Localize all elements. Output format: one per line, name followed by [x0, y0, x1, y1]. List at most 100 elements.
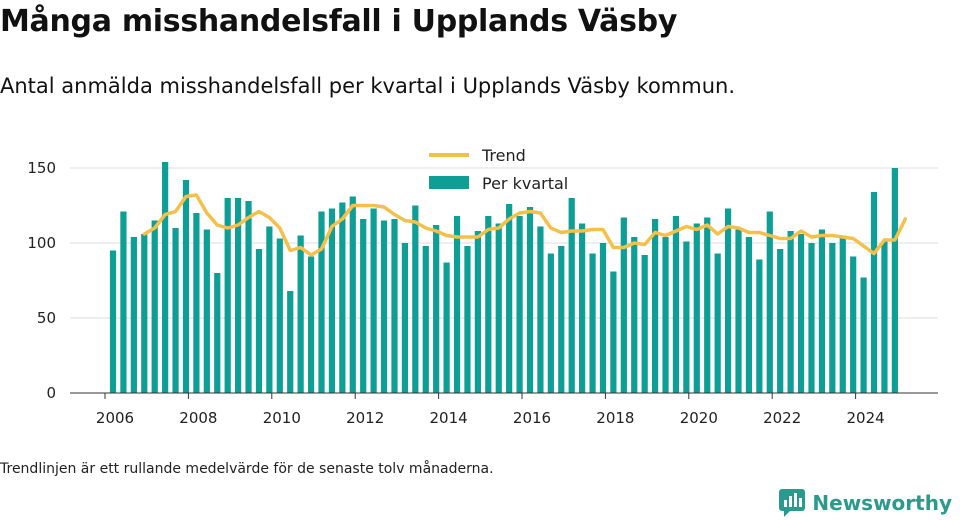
- bar: [182, 180, 190, 393]
- bar: [693, 223, 700, 393]
- bar: [829, 243, 836, 393]
- y-tick-label: 100: [27, 234, 56, 252]
- y-tick-label: 150: [27, 159, 56, 177]
- bar: [662, 237, 669, 393]
- bar: [891, 168, 898, 393]
- bar: [443, 262, 450, 393]
- bar: [214, 273, 221, 393]
- bar: [704, 217, 711, 393]
- legend-trend-label: Trend: [481, 146, 526, 165]
- bar: [391, 219, 398, 393]
- bar: [516, 216, 523, 393]
- bar: [193, 213, 200, 393]
- bar: [537, 226, 544, 393]
- bar: [506, 204, 513, 393]
- bar: [141, 234, 148, 393]
- bar: [203, 229, 210, 393]
- x-tick-label: 2024: [847, 409, 885, 427]
- x-tick-label: 2010: [263, 409, 301, 427]
- bar: [735, 229, 742, 393]
- x-tick-label: 2012: [346, 409, 384, 427]
- bar: [130, 237, 137, 393]
- bar: [672, 216, 680, 393]
- y-tick-label: 0: [46, 384, 56, 402]
- bar: [745, 237, 753, 393]
- bar: [151, 220, 158, 393]
- bar: [766, 211, 773, 393]
- bar: [224, 198, 231, 393]
- bar: [641, 255, 648, 393]
- bar: [610, 271, 617, 393]
- bar: [558, 246, 565, 393]
- trend-line: [142, 193, 908, 257]
- bar: [818, 229, 825, 393]
- bar: [287, 291, 294, 393]
- bar: [808, 243, 815, 393]
- bar: [276, 238, 283, 393]
- bar: [360, 219, 367, 393]
- bar: [495, 223, 502, 393]
- x-tick-label: 2016: [513, 409, 551, 427]
- x-tick-label: 2022: [763, 409, 801, 427]
- bar: [839, 235, 846, 393]
- bar: [339, 202, 346, 393]
- x-tick-label: 2020: [680, 409, 718, 427]
- bar: [307, 256, 315, 393]
- legend: Trend Per kvartal: [429, 146, 568, 193]
- bar: [401, 243, 408, 393]
- bar: [266, 226, 273, 393]
- bar: [328, 208, 336, 393]
- bar: [422, 246, 429, 393]
- bar: [870, 192, 878, 393]
- bar: [589, 253, 596, 393]
- bar: [579, 223, 586, 393]
- bar: [599, 243, 607, 393]
- bar: [349, 196, 356, 393]
- x-tick-label: 2008: [179, 409, 217, 427]
- bar: [412, 205, 419, 393]
- legend-bar-swatch: [429, 176, 469, 189]
- bar: [162, 162, 169, 393]
- bar: [568, 198, 575, 393]
- bar-series: [109, 162, 898, 393]
- x-tick-label: 2014: [430, 409, 468, 427]
- legend-bar-label: Per kvartal: [482, 174, 568, 193]
- bar: [464, 246, 471, 393]
- bar: [474, 231, 481, 393]
- bar: [860, 277, 867, 393]
- footnote: Trendlinjen är ett rullande medelvärde f…: [0, 461, 494, 477]
- bar: [255, 249, 263, 393]
- brand-name: Newsworthy: [812, 491, 952, 515]
- bar: [485, 216, 492, 393]
- bar: [245, 201, 252, 393]
- x-tick-label: 2018: [596, 409, 634, 427]
- bar: [433, 225, 440, 393]
- bar: [453, 216, 461, 393]
- bar: [547, 253, 554, 393]
- bar: [714, 253, 721, 393]
- bar: [756, 259, 763, 393]
- bar: [297, 235, 304, 393]
- bar: [881, 241, 888, 393]
- bar: [370, 208, 377, 393]
- bar: [380, 220, 388, 393]
- bar: [631, 237, 638, 393]
- bar: [850, 256, 857, 393]
- bar: [235, 198, 242, 393]
- bar: [724, 208, 732, 393]
- bar: [652, 219, 659, 393]
- bar: [787, 231, 794, 393]
- newsworthy-logo-icon: [779, 489, 806, 517]
- bar: [526, 207, 534, 393]
- x-axis-labels: 2006 2008 2010 2012 2014 2016 2018 2020 2022 2024: [96, 393, 885, 427]
- chart-title: Många misshandelsfall i Upplands Väsby: [0, 4, 678, 39]
- bar: [109, 250, 117, 393]
- y-tick-label: 50: [37, 309, 56, 327]
- y-axis-labels: 0 50 100 150: [27, 159, 56, 402]
- bar: [620, 217, 627, 393]
- bar: [797, 234, 805, 393]
- chart-subtitle: Antal anmälda misshandelsfall per kvarta…: [0, 74, 735, 98]
- brand-logo: Newsworthy: [778, 488, 952, 518]
- x-tick-label: 2006: [96, 409, 134, 427]
